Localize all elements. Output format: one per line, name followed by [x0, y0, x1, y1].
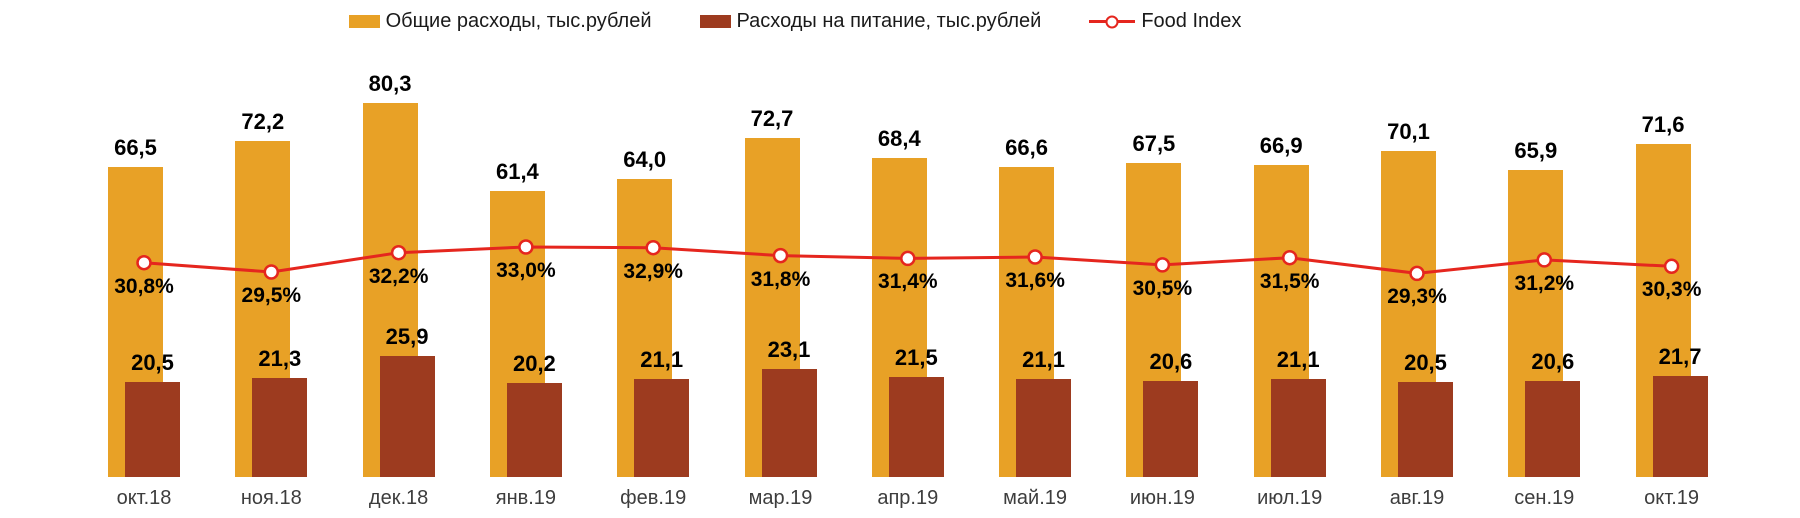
- food-index-percent-label: 31,8%: [750, 267, 811, 291]
- food-index-percent-label: 29,3%: [1387, 285, 1447, 309]
- food-index-percent-label: 32,9%: [623, 259, 683, 283]
- food-expenses-value-label: 21,1: [1276, 346, 1320, 372]
- x-axis-label: янв.19: [495, 487, 557, 509]
- legend-item-food_index: Food Index: [1089, 10, 1241, 33]
- total-expenses-value-label: 66,9: [1259, 133, 1303, 159]
- food-expenses-value-label: 21,1: [1022, 346, 1066, 372]
- food-expenses-bar: [125, 381, 180, 477]
- total-expenses-value-label: 67,5: [1132, 130, 1176, 156]
- x-axis-label: май.19: [1003, 487, 1068, 509]
- food-index-percent-label: 29,5%: [241, 283, 302, 307]
- food-index-percent-label: 31,4%: [878, 270, 938, 294]
- total-expenses-value-label: 70,1: [1387, 118, 1430, 144]
- total-expenses-value-label: 64,0: [623, 146, 667, 172]
- legend-item-food: Расходы на питание, тыс.рублей: [699, 10, 1042, 33]
- food-expenses-bar: [1016, 378, 1072, 477]
- legend-item-total: Общие расходы, тыс.рублей: [348, 10, 652, 33]
- food-legend-swatch-icon: [699, 15, 731, 28]
- food-expenses-bar: [506, 382, 562, 477]
- food-expenses-value-label: 21,1: [640, 346, 684, 372]
- total-expenses-value-label: 66,5: [114, 135, 157, 161]
- food-index-percent-label: 32,2%: [368, 264, 429, 288]
- x-axis-label: мар.19: [748, 487, 813, 509]
- food-index-percent-label: 31,5%: [1259, 269, 1320, 293]
- x-axis-label: апр.19: [877, 487, 939, 509]
- food-expenses-value-label: 25,9: [385, 324, 429, 350]
- food-index-percent-label: 33,0%: [496, 259, 556, 282]
- food-expenses-bar: [252, 377, 308, 477]
- food-expenses-bar: [1270, 378, 1326, 477]
- total-expenses-value-label: 68,4: [877, 126, 921, 152]
- total-expenses-value-label: 71,6: [1641, 111, 1685, 137]
- food-expenses-bar: [888, 376, 944, 477]
- food-expenses-value-label: 20,5: [1404, 349, 1447, 375]
- food-expenses-bar: [761, 369, 817, 477]
- x-axis-label: авг.19: [1389, 487, 1445, 509]
- x-axis-label: дек.18: [368, 487, 429, 509]
- x-axis-label: июл.19: [1257, 487, 1323, 509]
- total-expenses-value-label: 65,9: [1514, 138, 1558, 164]
- food-index-percent-label: 30,8%: [114, 274, 174, 298]
- total-expenses-value-label: 66,6: [1005, 134, 1049, 160]
- total-expenses-value-label: 72,2: [241, 108, 285, 134]
- legend-label: Общие расходы, тыс.рублей: [385, 10, 652, 32]
- food-expenses-value-label: 23,1: [767, 337, 811, 363]
- food-expenses-bar: [1143, 381, 1199, 477]
- food-index-percent-label: 30,3%: [1641, 278, 1702, 302]
- x-axis-label: окт.19: [1644, 487, 1700, 509]
- x-axis-label: фев.19: [620, 487, 687, 509]
- food-expenses-value-label: 21,7: [1658, 343, 1702, 369]
- food-index-percent-label: 31,2%: [1514, 271, 1575, 295]
- x-axis-label: окт.18: [116, 487, 172, 509]
- food-expenses-bar: [1525, 381, 1581, 477]
- food-index-line-marker-icon: [1089, 14, 1136, 29]
- x-axis-label: июн.19: [1129, 487, 1195, 509]
- food-expenses-value-label: 20,6: [1149, 349, 1193, 375]
- x-axis-label: ноя.18: [240, 487, 302, 509]
- legend-label: Расходы на питание, тыс.рублей: [736, 10, 1042, 32]
- total-legend-swatch-icon: [348, 15, 380, 28]
- food-expenses-bar: [379, 356, 435, 477]
- food-expenses-bar: [1652, 375, 1708, 477]
- food-expenses-bar: [634, 378, 690, 477]
- x-axis-label: сен.19: [1514, 487, 1575, 509]
- total-expenses-value-label: 72,7: [750, 106, 794, 132]
- food-expenses-value-label: 20,5: [131, 349, 174, 375]
- total-expenses-value-label: 61,4: [495, 159, 539, 185]
- food-expenses-bar: [1398, 381, 1453, 477]
- food-index-percent-label: 30,5%: [1132, 276, 1193, 300]
- food-expenses-value-label: 21,5: [894, 344, 938, 370]
- food-index-percent-label: 31,6%: [1005, 268, 1065, 292]
- food-expenses-value-label: 21,3: [258, 345, 302, 371]
- food-expenses-value-label: 20,2: [512, 350, 556, 376]
- legend-label: Food Index: [1141, 10, 1242, 32]
- total-expenses-value-label: 80,3: [368, 71, 412, 97]
- legend: Общие расходы, тыс.рублей Расходы на пита…: [0, 10, 1800, 33]
- food-expenses-value-label: 20,6: [1531, 349, 1575, 375]
